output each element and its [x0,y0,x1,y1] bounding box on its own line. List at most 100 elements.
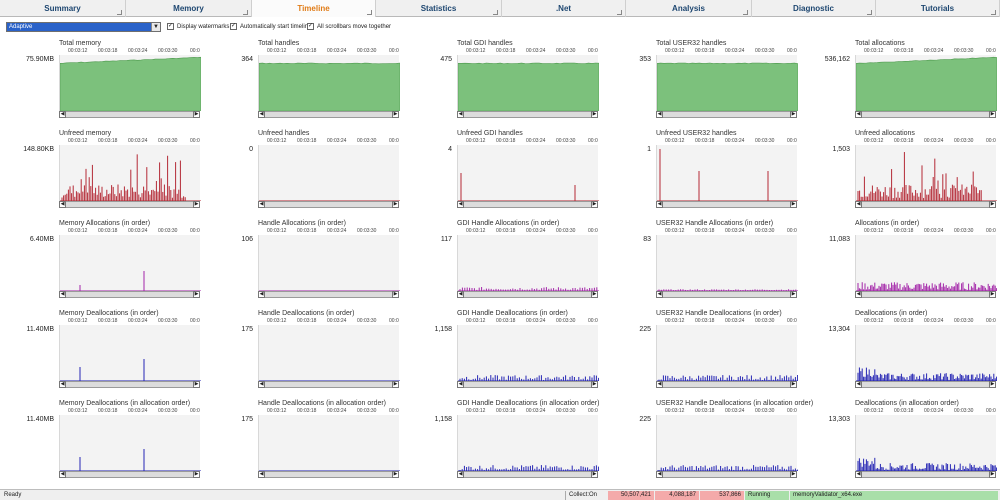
graph-plot-area[interactable] [258,145,400,201]
scroll-left-icon[interactable]: ◀ [59,111,66,118]
graph-scrollbar[interactable]: ◀ ▶ [457,291,598,298]
scroll-right-icon[interactable]: ▶ [790,201,797,208]
tab-memory[interactable]: Memory [126,0,252,17]
scroll-left-icon[interactable]: ◀ [457,201,464,208]
scroll-right-icon[interactable]: ▶ [193,471,200,478]
scroll-left-icon[interactable]: ◀ [258,201,265,208]
graph-scrollbar[interactable]: ◀ ▶ [59,471,200,478]
graph-plot-area[interactable] [258,235,400,291]
graph-plot-area[interactable] [855,145,997,201]
scroll-left-icon[interactable]: ◀ [855,471,862,478]
graph-plot-area[interactable] [258,55,401,112]
graph-plot-area[interactable] [59,235,201,291]
graph-plot-area[interactable] [855,415,998,471]
scroll-right-icon[interactable]: ▶ [790,471,797,478]
scroll-right-icon[interactable]: ▶ [989,111,996,118]
scroll-left-icon[interactable]: ◀ [656,111,663,118]
scroll-left-icon[interactable]: ◀ [59,381,66,388]
graph-scrollbar[interactable]: ◀ ▶ [258,291,399,298]
tab-analysis[interactable]: Analysis [626,0,752,17]
tab-diagnostic[interactable]: Diagnostic [752,0,876,17]
graph-scrollbar[interactable]: ◀ ▶ [656,201,797,208]
tab-summary[interactable]: Summary [0,0,126,17]
graph-plot-area[interactable] [855,55,998,112]
scroll-right-icon[interactable]: ▶ [989,291,996,298]
graph-scrollbar[interactable]: ◀ ▶ [656,111,797,118]
scroll-left-icon[interactable]: ◀ [59,201,66,208]
graph-plot-area[interactable] [59,415,201,471]
graph-scrollbar[interactable]: ◀ ▶ [656,381,797,388]
graph-plot-area[interactable] [656,415,799,471]
tab-dotnet[interactable]: .Net [502,0,626,17]
checkbox-check-icon[interactable]: ✓ [167,23,174,30]
tab-timeline[interactable]: Timeline [252,0,376,17]
scroll-left-icon[interactable]: ◀ [457,291,464,298]
graph-scrollbar[interactable]: ◀ ▶ [855,291,996,298]
graph-plot-area[interactable] [457,415,600,471]
graph-plot-area[interactable] [656,55,799,112]
scroll-right-icon[interactable]: ▶ [989,381,996,388]
graph-plot-area[interactable] [59,55,202,112]
graph-plot-area[interactable] [457,55,600,112]
scroll-right-icon[interactable]: ▶ [392,291,399,298]
scroll-right-icon[interactable]: ▶ [591,471,598,478]
scroll-right-icon[interactable]: ▶ [193,201,200,208]
graph-plot-area[interactable] [656,325,799,381]
graph-plot-area[interactable] [59,325,201,381]
scroll-right-icon[interactable]: ▶ [591,381,598,388]
graph-scrollbar[interactable]: ◀ ▶ [457,381,598,388]
graph-scrollbar[interactable]: ◀ ▶ [855,111,996,118]
graph-scrollbar[interactable]: ◀ ▶ [656,471,797,478]
scroll-right-icon[interactable]: ▶ [989,201,996,208]
graph-scrollbar[interactable]: ◀ ▶ [258,111,399,118]
scroll-left-icon[interactable]: ◀ [59,471,66,478]
scroll-left-icon[interactable]: ◀ [656,201,663,208]
graph-scrollbar[interactable]: ◀ ▶ [59,201,200,208]
tab-statistics[interactable]: Statistics [376,0,502,17]
scroll-right-icon[interactable]: ▶ [392,471,399,478]
scroll-right-icon[interactable]: ▶ [392,381,399,388]
graph-scrollbar[interactable]: ◀ ▶ [855,471,996,478]
graph-plot-area[interactable] [457,235,599,291]
graph-plot-area[interactable] [457,325,600,381]
scroll-right-icon[interactable]: ▶ [193,111,200,118]
scroll-left-icon[interactable]: ◀ [59,291,66,298]
graph-scrollbar[interactable]: ◀ ▶ [258,471,399,478]
scroll-right-icon[interactable]: ▶ [591,111,598,118]
scroll-left-icon[interactable]: ◀ [656,291,663,298]
graph-plot-area[interactable] [258,325,400,381]
scroll-left-icon[interactable]: ◀ [258,111,265,118]
scroll-right-icon[interactable]: ▶ [591,201,598,208]
graph-scrollbar[interactable]: ◀ ▶ [656,291,797,298]
graph-scrollbar[interactable]: ◀ ▶ [59,291,200,298]
display-watermarks-checkbox[interactable]: ✓ Display watermarks [167,23,230,30]
graph-plot-area[interactable] [656,235,798,291]
scroll-right-icon[interactable]: ▶ [392,111,399,118]
scroll-right-icon[interactable]: ▶ [193,381,200,388]
scroll-left-icon[interactable]: ◀ [457,471,464,478]
checkbox-check-icon[interactable]: ✓ [230,23,237,30]
scroll-left-icon[interactable]: ◀ [656,471,663,478]
graph-scrollbar[interactable]: ◀ ▶ [258,201,399,208]
scroll-right-icon[interactable]: ▶ [790,291,797,298]
scroll-left-icon[interactable]: ◀ [855,111,862,118]
scroll-right-icon[interactable]: ▶ [790,111,797,118]
scroll-right-icon[interactable]: ▶ [193,291,200,298]
scroll-left-icon[interactable]: ◀ [855,291,862,298]
graph-scrollbar[interactable]: ◀ ▶ [59,111,200,118]
scroll-left-icon[interactable]: ◀ [855,381,862,388]
graph-scrollbar[interactable]: ◀ ▶ [457,471,598,478]
graph-scrollbar[interactable]: ◀ ▶ [855,381,996,388]
scroll-left-icon[interactable]: ◀ [457,111,464,118]
scroll-right-icon[interactable]: ▶ [591,291,598,298]
chevron-down-icon[interactable]: ▼ [151,23,160,31]
graph-scrollbar[interactable]: ◀ ▶ [457,111,598,118]
checkbox-check-icon[interactable]: ✓ [307,23,314,30]
tab-tutorials[interactable]: Tutorials [876,0,1000,17]
graph-plot-area[interactable] [457,145,599,201]
scroll-left-icon[interactable]: ◀ [258,471,265,478]
scroll-right-icon[interactable]: ▶ [790,381,797,388]
graph-plot-area[interactable] [59,145,201,201]
graph-scrollbar[interactable]: ◀ ▶ [855,201,996,208]
scroll-left-icon[interactable]: ◀ [855,201,862,208]
